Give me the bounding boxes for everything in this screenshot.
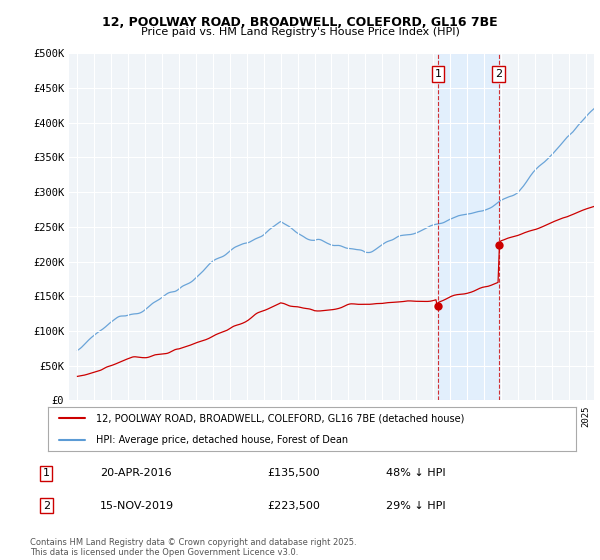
Text: 20-APR-2016: 20-APR-2016 — [100, 468, 172, 478]
Bar — [438, 53, 499, 400]
Text: Contains HM Land Registry data © Crown copyright and database right 2025.
This d: Contains HM Land Registry data © Crown c… — [30, 538, 356, 557]
Text: Price paid vs. HM Land Registry's House Price Index (HPI): Price paid vs. HM Land Registry's House … — [140, 27, 460, 37]
Text: 15-NOV-2019: 15-NOV-2019 — [100, 501, 175, 511]
Text: 12, POOLWAY ROAD, BROADWELL, COLEFORD, GL16 7BE (detached house): 12, POOLWAY ROAD, BROADWELL, COLEFORD, G… — [95, 413, 464, 423]
Text: 2: 2 — [495, 69, 502, 79]
Text: 29% ↓ HPI: 29% ↓ HPI — [386, 501, 446, 511]
Text: 2: 2 — [43, 501, 50, 511]
Text: 1: 1 — [434, 69, 442, 79]
Text: 12, POOLWAY ROAD, BROADWELL, COLEFORD, GL16 7BE: 12, POOLWAY ROAD, BROADWELL, COLEFORD, G… — [102, 16, 498, 29]
Text: 1: 1 — [43, 468, 50, 478]
Text: 48% ↓ HPI: 48% ↓ HPI — [386, 468, 446, 478]
Text: £223,500: £223,500 — [268, 501, 320, 511]
Text: £135,500: £135,500 — [268, 468, 320, 478]
Text: HPI: Average price, detached house, Forest of Dean: HPI: Average price, detached house, Fore… — [95, 435, 347, 445]
